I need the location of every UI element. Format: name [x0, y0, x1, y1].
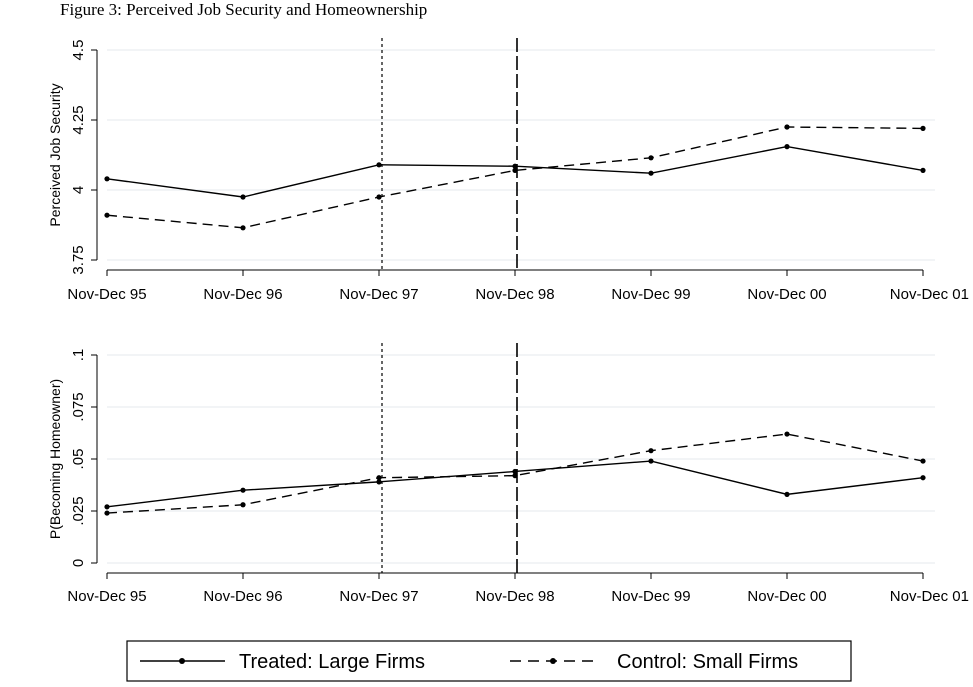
data-point-control [648, 155, 654, 161]
x-tick-label: Nov-Dec 00 [747, 588, 826, 605]
legend-treated-marker-icon [179, 658, 185, 664]
legend-control-label: Control: Small Firms [617, 651, 798, 673]
data-point-control [784, 124, 790, 130]
x-tick-label: Nov-Dec 00 [747, 286, 826, 303]
legend: Treated: Large Firms Control: Small Firm… [140, 651, 798, 673]
data-point-control [240, 502, 246, 508]
y-tick-label: 4.25 [70, 105, 87, 134]
y-axis-title: P(Becoming Homeowner) [47, 379, 63, 539]
data-point-treated [784, 144, 790, 150]
data-point-control [512, 167, 518, 173]
data-point-treated [648, 170, 654, 176]
data-point-control [240, 225, 246, 231]
legend-control-marker-icon [550, 658, 556, 664]
series-line-treated [106, 460, 924, 508]
data-point-control [920, 125, 926, 131]
data-point-treated [104, 504, 110, 510]
data-point-treated [376, 162, 382, 168]
chart-panel-1: 3.75 4 4.25 4.5 Perceived Job Security Nov-De… [47, 38, 969, 303]
x-tick-label: Nov-Dec 97 [339, 588, 418, 605]
chart-panel-2: 0 .025 .05 .075 .1 P(Becoming Homeowner) Nov-D… [47, 343, 969, 605]
legend-treated-label: Treated: Large Firms [239, 651, 425, 673]
x-tick-label: Nov-Dec 95 [67, 286, 146, 303]
y-tick-label: 0 [70, 559, 87, 567]
data-point-control [104, 212, 110, 218]
x-tick-label: Nov-Dec 97 [339, 286, 418, 303]
x-tick-label: Nov-Dec 99 [611, 588, 690, 605]
data-point-control [648, 448, 654, 454]
x-tick-label: Nov-Dec 98 [475, 286, 554, 303]
data-point-treated [920, 167, 926, 173]
x-tick-label: Nov-Dec 01 [890, 588, 969, 605]
data-point-control [376, 475, 382, 481]
y-tick-label: .1 [70, 349, 87, 362]
x-tick-label: Nov-Dec 98 [475, 588, 554, 605]
y-tick-label: 4 [70, 186, 87, 194]
data-point-control [784, 431, 790, 437]
y-axis-title: Perceived Job Security [47, 83, 63, 226]
y-tick-label: .075 [70, 392, 87, 421]
figure-header-text: Figure 3: Perceived Job Security and Hom… [60, 0, 427, 19]
data-point-control [376, 194, 382, 200]
y-tick-label: 4.5 [70, 40, 87, 61]
y-tick-label: .05 [70, 449, 87, 470]
x-tick-label: Nov-Dec 96 [203, 286, 282, 303]
data-point-treated [240, 194, 246, 200]
x-tick-label: Nov-Dec 95 [67, 588, 146, 605]
data-point-control [920, 458, 926, 464]
data-point-treated [512, 468, 518, 475]
x-tick-label: Nov-Dec 01 [890, 286, 969, 303]
data-point-treated [920, 475, 926, 481]
data-point-treated [376, 479, 382, 485]
data-point-treated [648, 458, 654, 464]
data-point-control [104, 510, 110, 516]
y-tick-label: .025 [70, 496, 87, 525]
data-point-treated [784, 491, 790, 497]
data-point-treated [104, 176, 110, 182]
data-point-treated [240, 487, 246, 493]
data-point-treated [512, 163, 518, 169]
legend-box [126, 640, 852, 682]
x-tick-label: Nov-Dec 99 [611, 286, 690, 303]
data-point-control [512, 473, 518, 479]
y-tick-label: 3.75 [70, 245, 87, 274]
x-tick-label: Nov-Dec 96 [203, 588, 282, 605]
series-line-control [106, 126, 924, 229]
